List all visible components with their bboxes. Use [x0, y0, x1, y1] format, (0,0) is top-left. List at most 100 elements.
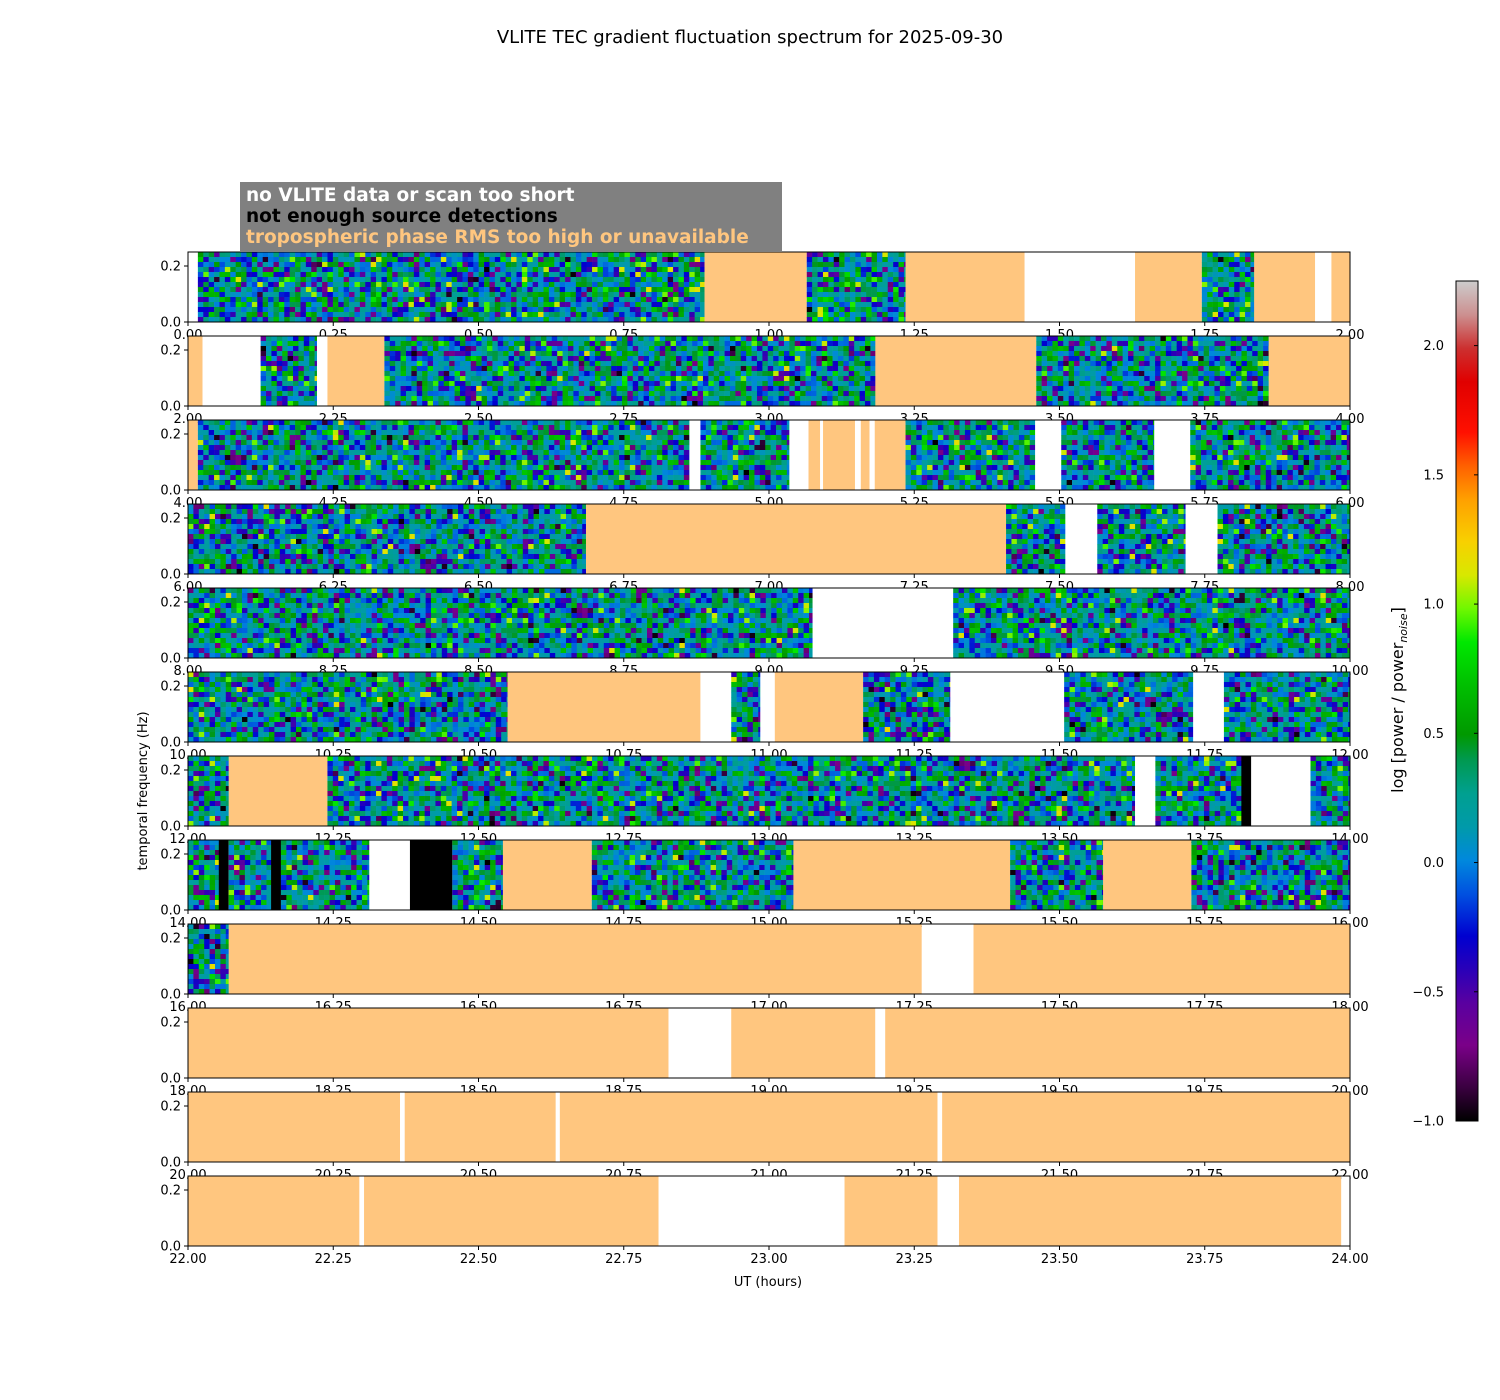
flag-segment-nodata [369, 840, 410, 910]
data-segment [188, 588, 813, 659]
flag-segment-trop [1135, 252, 1202, 322]
colorbar-tick-label: 1.0 [1423, 598, 1444, 613]
data-segment [1191, 840, 1351, 911]
y-tick-label: 0.2 [160, 680, 181, 695]
y-tick-label: 0.0 [160, 736, 181, 751]
flag-segment-trop [228, 924, 922, 994]
panel-5: 0.00.210.00 10.25 10.50 10.75 11.00 11.25 11.5… [160, 671, 1369, 763]
flag-segment-trop [559, 1092, 938, 1162]
data-segment [452, 840, 504, 911]
panel-2: 0.00.24.00 4.25 4.50 4.75 5.00 5.25 5.50 5.75 6.… [160, 419, 1364, 511]
flag-segment-trop [502, 840, 592, 910]
flag-segment-trop [958, 1176, 1342, 1246]
flag-segment-trop [228, 756, 328, 826]
flag-segment-nodata [316, 336, 328, 406]
panel-0: 0.00.20.00 0.25 0.50 0.75 1.00 1.25 1.50 1.75 2.… [160, 251, 1364, 343]
panel-10: 0.00.220.00 20.25 20.50 20.75 21.00 21.25 21.5… [160, 1091, 1369, 1183]
flag-segment-trop [1331, 252, 1350, 322]
y-tick-label: 0.0 [160, 316, 181, 331]
data-segment [188, 924, 229, 995]
panel-7: 0.00.214.00 14.25 14.50 14.75 15.00 15.25 15.5… [160, 839, 1369, 931]
flag-segment-trop [188, 1092, 401, 1162]
y-tick-label: 0.0 [160, 1240, 181, 1255]
y-tick-label: 0.0 [160, 652, 181, 667]
colorbar-gradient [1456, 281, 1478, 1121]
colorbar-tick-label: 1.5 [1423, 468, 1444, 483]
flag-segment-trop [860, 420, 870, 490]
flag-segment-trop [1268, 336, 1350, 406]
flag-segment-trop [885, 1008, 1350, 1078]
flag-segment-trop [875, 336, 1037, 406]
data-segment [1217, 504, 1351, 575]
flag-segment-nodata [1065, 504, 1098, 574]
chart-title: VLITE TEC gradient fluctuation spectrum … [497, 27, 1003, 48]
data-segment [1064, 672, 1194, 743]
panel-9: 0.00.218.00 18.25 18.50 18.75 19.00 19.25 19.5… [160, 1007, 1369, 1099]
flag-segment-nodata [937, 1176, 959, 1246]
flag-segment-trop [188, 336, 203, 406]
y-axis-label: temporal frequency (Hz) [136, 711, 151, 870]
data-segment [1097, 504, 1186, 575]
y-tick-label: 0.2 [160, 932, 181, 947]
x-tick-label: 23.00 [750, 1252, 787, 1267]
data-segment [188, 672, 508, 743]
flag-segment-nodet [218, 840, 229, 910]
y-tick-label: 0.2 [160, 848, 181, 863]
y-tick-label: 0.2 [160, 1100, 181, 1115]
flag-segment-trop [1254, 252, 1316, 322]
data-segment [188, 840, 220, 911]
x-tick-label: 22.00 [169, 1252, 206, 1267]
flag-segment-nodata [820, 420, 824, 490]
data-segment [1223, 672, 1351, 743]
y-tick-label: 0.2 [160, 344, 181, 359]
flag-segment-trop [793, 840, 1011, 910]
y-tick-label: 0.0 [160, 904, 181, 919]
flag-segment-nodata [1185, 504, 1218, 574]
y-tick-label: 0.0 [160, 1156, 181, 1171]
flag-segment-nodet [271, 840, 281, 910]
y-tick-label: 0.0 [160, 1072, 181, 1087]
data-segment [591, 840, 794, 911]
data-segment [197, 252, 705, 323]
y-tick-label: 0.0 [160, 484, 181, 499]
y-tick-label: 0.0 [160, 400, 181, 415]
flag-segment-trop [905, 252, 1025, 322]
flag-segment-trop [823, 420, 855, 490]
flag-segment-trop [188, 1176, 360, 1246]
legend-item-nodata: no VLITE data or scan too short [246, 185, 575, 206]
flag-segment-nodata [1193, 672, 1224, 742]
colorbar-frame [1455, 280, 1479, 1122]
flag-segment-trop [364, 1176, 659, 1246]
colorbar-label-subscript: noise [1397, 613, 1410, 642]
data-segment [1006, 504, 1066, 575]
data-segment [327, 756, 1136, 827]
y-tick-label: 0.0 [160, 568, 181, 583]
colorbar-tick-label: −1.0 [1412, 1115, 1444, 1130]
panel-1: 0.00.22.00 2.25 2.50 2.75 3.00 3.25 3.50 3.75 4.… [160, 335, 1364, 427]
panel-8: 0.00.216.00 16.25 16.50 16.75 17.00 17.25 17.5… [160, 923, 1369, 1015]
data-segment [1010, 840, 1104, 911]
flag-segment-trop [704, 252, 807, 322]
x-tick-label: 22.50 [460, 1252, 497, 1267]
x-tick-label: 22.25 [315, 1252, 352, 1267]
legend: no VLITE data or scan too short not enou… [240, 182, 782, 252]
flag-segment-nodata [1135, 756, 1156, 826]
flag-segment-trop [188, 1008, 669, 1078]
legend-item-trop: tropospheric phase RMS too high or unava… [246, 227, 749, 248]
flag-segment-nodata [359, 1176, 365, 1246]
x-tick-label: 22.75 [605, 1252, 642, 1267]
flag-segment-nodata [937, 1092, 943, 1162]
flag-segment-nodata [869, 420, 875, 490]
colorbar-tick-label: −0.5 [1412, 985, 1444, 1000]
flag-segment-trop [874, 420, 906, 490]
flag-segment-nodet [409, 840, 453, 910]
panel-3: 0.00.26.00 6.25 6.50 6.75 7.00 7.25 7.50 7.75 8.… [160, 503, 1364, 595]
y-tick-label: 0.2 [160, 1184, 181, 1199]
x-tick-label: 23.50 [1041, 1252, 1078, 1267]
y-tick-label: 0.2 [160, 428, 181, 443]
flag-segment-nodata [700, 672, 732, 742]
data-segment [260, 336, 318, 407]
data-segment [905, 420, 1036, 491]
data-segment [384, 336, 876, 407]
